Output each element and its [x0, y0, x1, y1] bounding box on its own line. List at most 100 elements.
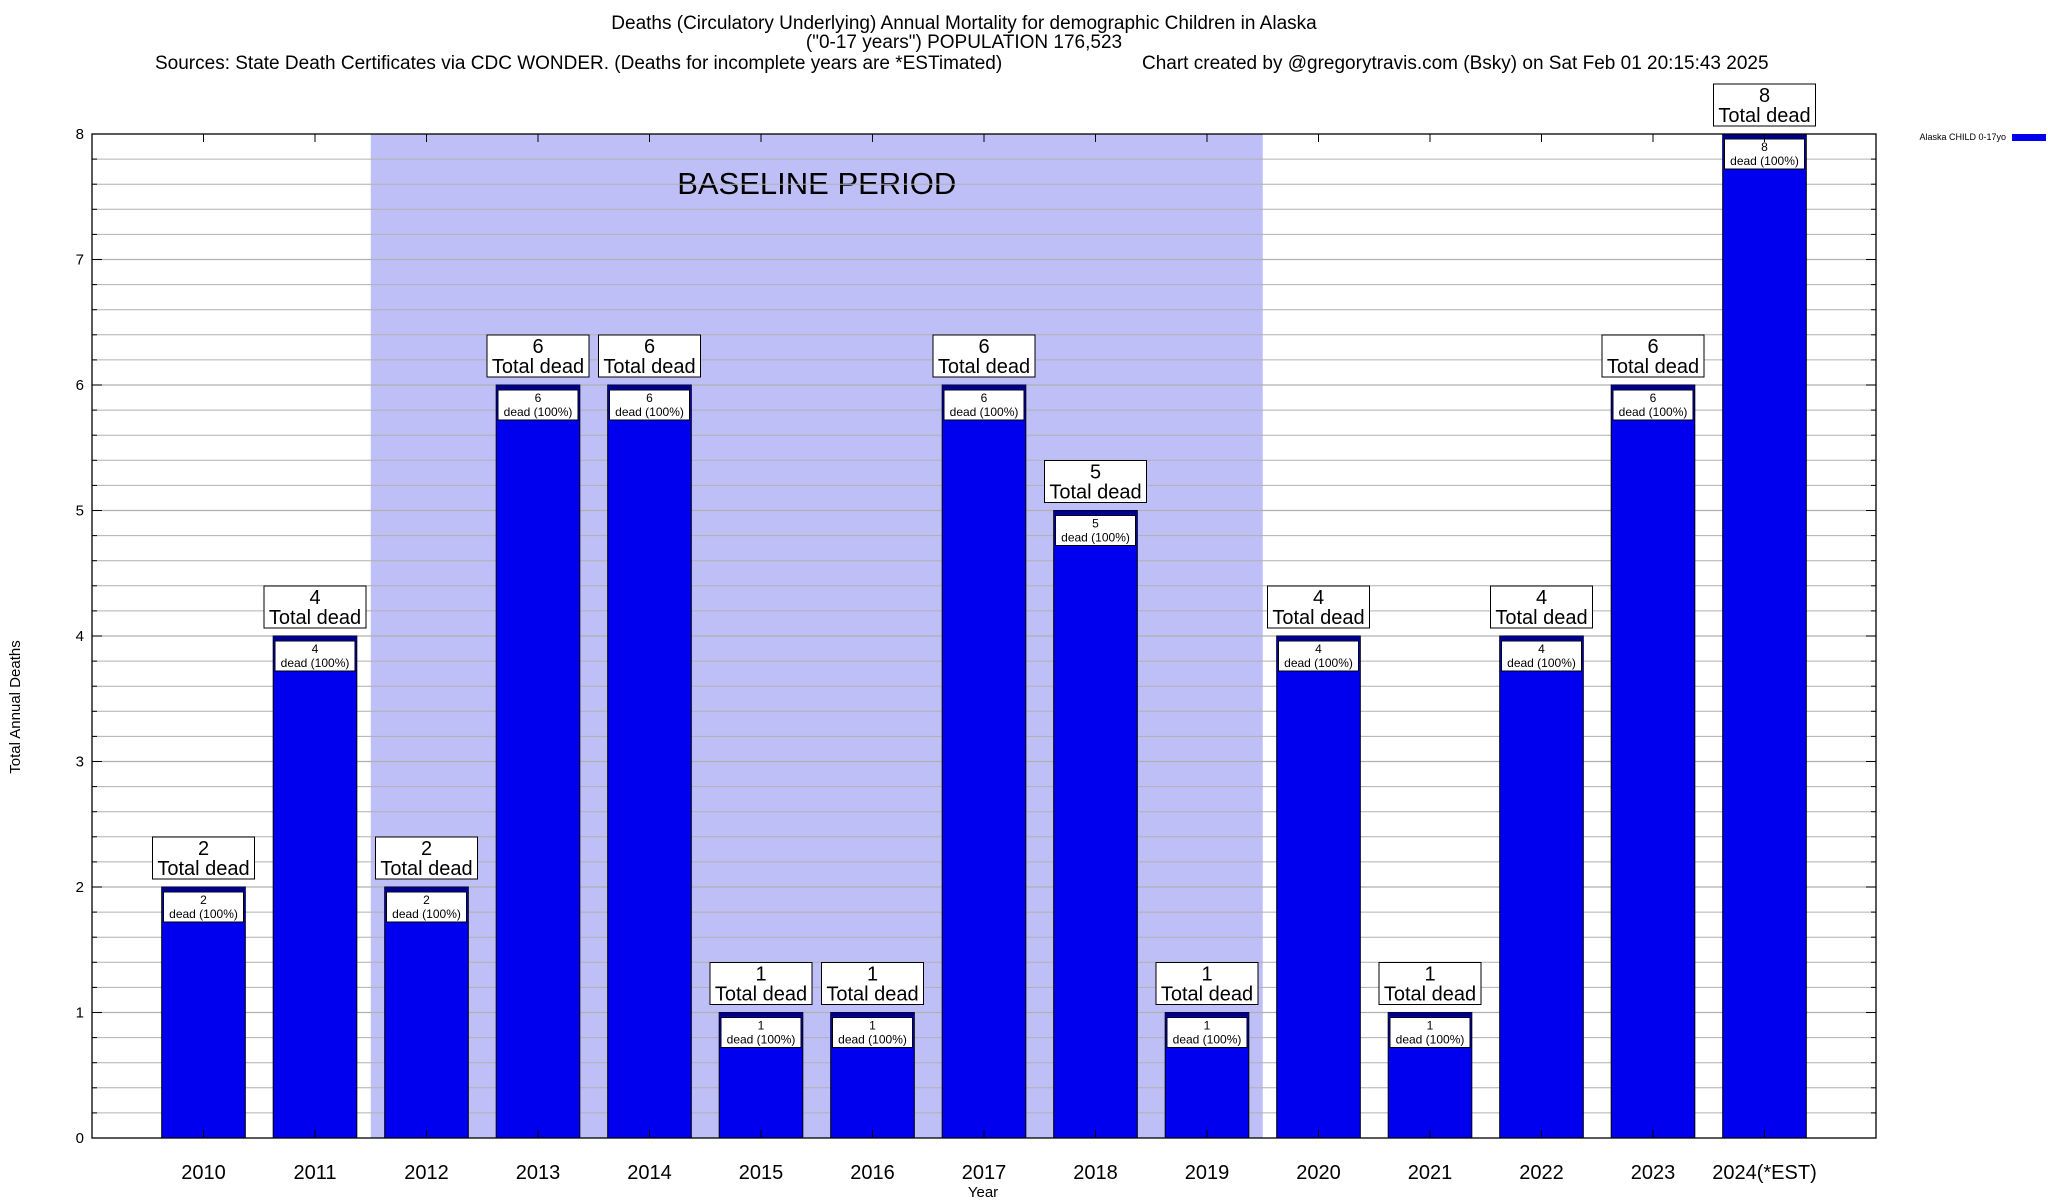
total-label-number: 4	[309, 587, 320, 609]
y-tick-label: 7	[76, 252, 84, 269]
x-tick-label: 2022	[1519, 1162, 1564, 1184]
x-tick-label: 2017	[962, 1162, 1007, 1184]
bar	[1610, 384, 1696, 1139]
bar-top-edge	[607, 385, 692, 389]
x-tick-label: 2024(*EST)	[1712, 1162, 1817, 1184]
x-tick-label: 2016	[850, 1162, 895, 1184]
total-label-box	[1378, 962, 1482, 1005]
inner-label-number: 5	[1092, 517, 1099, 531]
inner-label-number: 6	[1650, 391, 1657, 405]
inner-label-text: dead (100%)	[1396, 1033, 1465, 1047]
inner-label-number: 8	[1761, 140, 1768, 154]
total-label-text: Total dead	[603, 356, 695, 378]
bar-top-edge	[496, 385, 580, 389]
inner-label-number: 6	[981, 391, 988, 405]
legend-swatch	[2012, 134, 2046, 141]
inner-label-number: 2	[423, 893, 430, 907]
inner-label-text: dead (100%)	[281, 656, 350, 670]
x-tick-label: 2019	[1185, 1162, 1230, 1184]
x-tick-label: 2023	[1631, 1162, 1676, 1184]
total-label-number: 6	[532, 336, 543, 358]
inner-label-text: dead (100%)	[1730, 154, 1799, 168]
total-label-number: 6	[1647, 336, 1658, 358]
total-label-box	[1267, 585, 1370, 629]
total-label-box	[1713, 83, 1816, 127]
inner-label-number: 6	[535, 391, 542, 405]
baseline-label: BASELINE PERIOD	[677, 166, 956, 201]
bar	[1276, 635, 1361, 1139]
legend: Alaska CHILD 0-17yo	[1919, 132, 2046, 142]
total-label-number: 1	[867, 964, 878, 986]
total-label-box	[1601, 334, 1705, 378]
y-axis-label: Total Annual Deaths	[7, 640, 24, 773]
inner-label-number: 4	[312, 642, 319, 656]
bar	[161, 886, 246, 1139]
total-label-text: Total dead	[1607, 356, 1699, 378]
inner-label-box	[497, 389, 579, 421]
total-label-number: 4	[1536, 587, 1547, 609]
x-tick-label: 2010	[181, 1162, 226, 1184]
inner-label-number: 6	[646, 391, 653, 405]
inner-label-text: dead (100%)	[392, 907, 461, 921]
bar-top-edge	[719, 1012, 803, 1017]
total-label-box	[1044, 460, 1147, 503]
bar-top-edge	[1276, 636, 1361, 640]
bar-top-edge	[161, 887, 246, 891]
x-tick-label: 2014	[627, 1162, 672, 1184]
inner-label-box	[163, 891, 244, 923]
inner-label-box	[1501, 640, 1582, 672]
inner-label-number: 4	[1315, 642, 1322, 656]
x-tick-label: 2015	[739, 1162, 784, 1184]
plot-frame	[91, 133, 1877, 1139]
inner-label-text: dead (100%)	[1619, 405, 1688, 419]
inner-label-number: 1	[1427, 1019, 1434, 1033]
inner-label-text: dead (100%)	[838, 1033, 907, 1047]
total-label-box	[1155, 962, 1259, 1005]
total-label-text: Total dead	[1495, 607, 1587, 629]
inner-label-text: dead (100%)	[1173, 1033, 1242, 1047]
total-label-number: 1	[755, 964, 766, 986]
inner-label-number: 4	[1538, 642, 1545, 656]
chart-title-line2: ("0-17 years") POPULATION 176,523	[805, 32, 1123, 53]
total-label-text: Total dead	[938, 356, 1030, 378]
y-tick-label: 8	[76, 126, 84, 143]
total-label-text: Total dead	[826, 984, 918, 1006]
inner-label-text: dead (100%)	[504, 405, 573, 419]
x-axis-label: Year	[968, 1184, 998, 1200]
total-label-text: Total dead	[1718, 105, 1810, 127]
inner-label-box	[943, 389, 1025, 421]
total-label-text: Total dead	[1384, 984, 1476, 1006]
chart-credit: Chart created by @gregorytravis.com (Bsk…	[1142, 53, 1769, 74]
inner-label-number: 1	[869, 1019, 876, 1033]
inner-label-box	[386, 891, 467, 923]
total-label-text: Total dead	[1161, 984, 1253, 1006]
bar-top-edge	[1053, 510, 1138, 515]
x-tick-label: 2012	[404, 1162, 449, 1184]
inner-label-text: dead (100%)	[1507, 656, 1576, 670]
legend-label: Alaska CHILD 0-17yo	[1919, 132, 2006, 142]
y-tick-label: 0	[76, 1130, 84, 1147]
inner-label-number: 2	[200, 893, 207, 907]
total-label-box	[1490, 585, 1593, 629]
total-label-text: Total dead	[715, 984, 807, 1006]
y-tick-label: 3	[76, 754, 84, 771]
inner-label-text: dead (100%)	[727, 1033, 796, 1047]
inner-label-number: 1	[758, 1019, 765, 1033]
inner-label-box	[1278, 640, 1359, 672]
total-label-box	[821, 962, 924, 1005]
total-label-box	[709, 962, 813, 1005]
inner-label-box	[1166, 1017, 1248, 1048]
